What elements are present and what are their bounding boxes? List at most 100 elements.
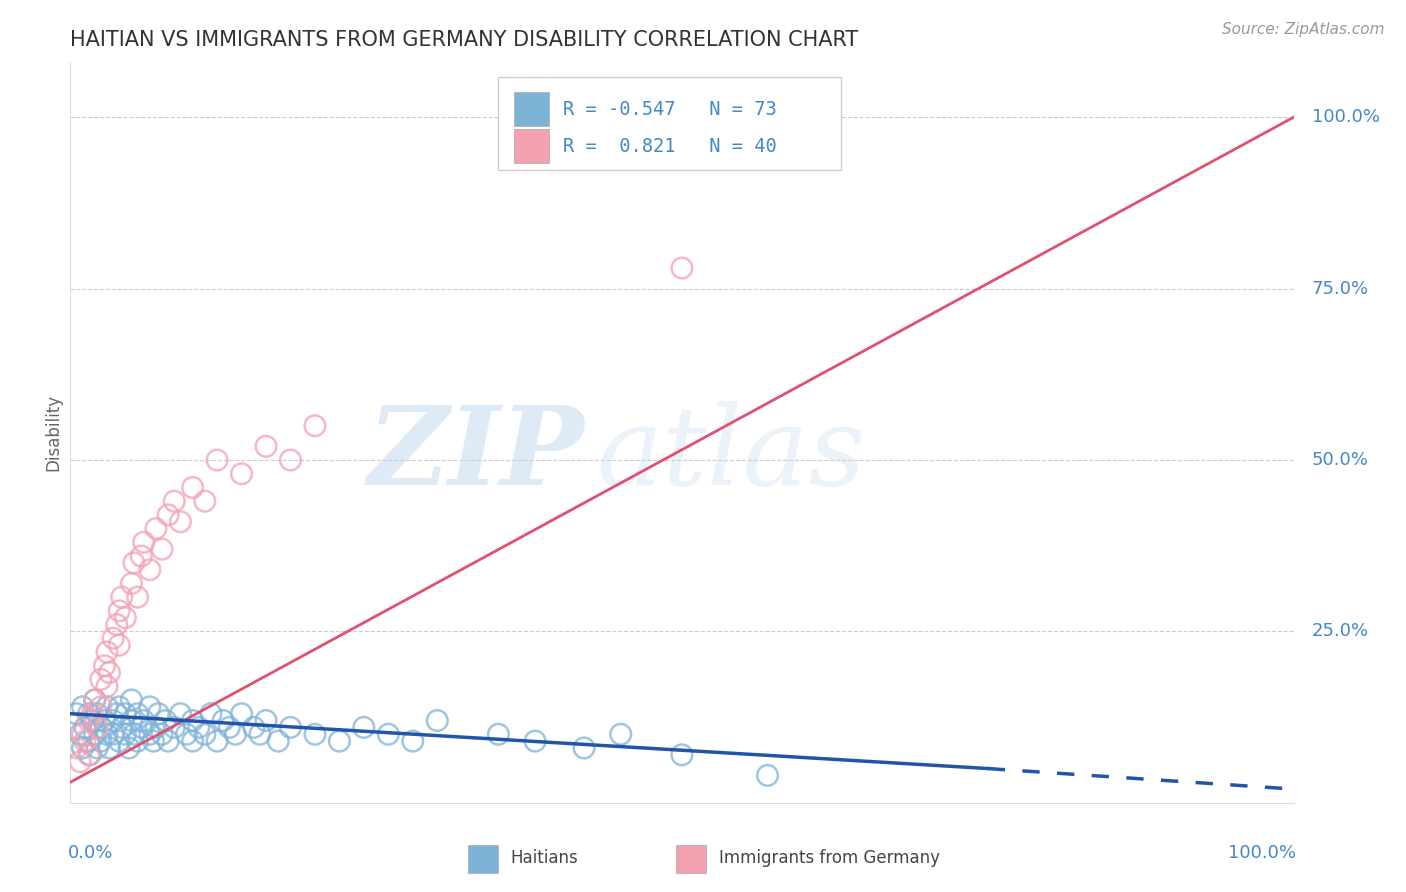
Point — [610, 727, 633, 741]
Point — [169, 706, 191, 721]
Point — [121, 693, 143, 707]
Point — [155, 714, 177, 728]
Y-axis label: Disability: Disability — [44, 394, 62, 471]
Point — [108, 734, 131, 748]
Point — [114, 706, 136, 721]
Point — [488, 727, 510, 741]
Point — [267, 734, 290, 748]
Point — [73, 734, 96, 748]
Text: R =  0.821   N = 40: R = 0.821 N = 40 — [564, 136, 778, 155]
Point — [86, 741, 108, 756]
Point — [304, 418, 326, 433]
FancyBboxPatch shape — [515, 93, 548, 126]
Point — [181, 734, 204, 748]
Point — [145, 720, 167, 734]
Point — [122, 727, 145, 741]
Point — [129, 549, 152, 563]
Text: Source: ZipAtlas.com: Source: ZipAtlas.com — [1222, 22, 1385, 37]
Text: Haitians: Haitians — [510, 849, 578, 867]
Point — [231, 706, 253, 721]
Point — [90, 699, 112, 714]
Point — [205, 734, 228, 748]
Point — [93, 714, 115, 728]
FancyBboxPatch shape — [468, 845, 499, 873]
Point — [254, 439, 277, 453]
Point — [231, 467, 253, 481]
Point — [142, 734, 165, 748]
Point — [98, 665, 121, 680]
Point — [163, 720, 186, 734]
Point — [572, 741, 595, 756]
Point — [72, 741, 94, 756]
Point — [671, 747, 693, 762]
Point — [194, 727, 217, 741]
Point — [243, 720, 266, 734]
Point — [524, 734, 547, 748]
Point — [77, 734, 100, 748]
Point — [139, 699, 162, 714]
Point — [280, 453, 302, 467]
Point — [90, 720, 112, 734]
Point — [129, 720, 152, 734]
Point — [132, 714, 155, 728]
FancyBboxPatch shape — [676, 845, 706, 873]
Point — [218, 720, 240, 734]
Point — [77, 714, 100, 728]
FancyBboxPatch shape — [499, 78, 841, 169]
Point — [86, 706, 108, 721]
Point — [163, 494, 186, 508]
Point — [122, 556, 145, 570]
Point — [96, 727, 118, 741]
Point — [96, 699, 118, 714]
Text: atlas: atlas — [596, 401, 866, 508]
Point — [139, 563, 162, 577]
Point — [101, 632, 124, 646]
Point — [254, 714, 277, 728]
Point — [224, 727, 246, 741]
Point — [72, 699, 94, 714]
Point — [121, 576, 143, 591]
Point — [176, 727, 198, 741]
Text: 0.0%: 0.0% — [67, 844, 114, 862]
Point — [157, 734, 180, 748]
Point — [69, 755, 91, 769]
Point — [145, 522, 167, 536]
Point — [83, 693, 105, 707]
Point — [139, 727, 162, 741]
Point — [353, 720, 375, 734]
Point — [181, 480, 204, 494]
Point — [108, 638, 131, 652]
Point — [671, 261, 693, 276]
Point — [93, 658, 115, 673]
Point — [132, 535, 155, 549]
Text: R = -0.547   N = 73: R = -0.547 N = 73 — [564, 100, 778, 119]
Point — [96, 679, 118, 693]
Text: 100.0%: 100.0% — [1227, 844, 1296, 862]
Text: HAITIAN VS IMMIGRANTS FROM GERMANY DISABILITY CORRELATION CHART: HAITIAN VS IMMIGRANTS FROM GERMANY DISAB… — [70, 29, 859, 50]
Point — [77, 706, 100, 721]
Point — [377, 727, 399, 741]
Point — [105, 617, 128, 632]
Point — [101, 727, 124, 741]
Point — [200, 706, 222, 721]
Point — [127, 590, 149, 604]
Text: Immigrants from Germany: Immigrants from Germany — [718, 849, 939, 867]
Point — [96, 645, 118, 659]
Point — [157, 508, 180, 522]
Point — [83, 727, 105, 741]
Point — [98, 741, 121, 756]
Point — [82, 706, 104, 721]
Point — [187, 720, 209, 734]
Point — [150, 727, 173, 741]
Point — [65, 706, 87, 721]
Text: 75.0%: 75.0% — [1312, 280, 1369, 298]
Point — [304, 727, 326, 741]
Point — [101, 714, 124, 728]
Point — [426, 714, 449, 728]
Point — [169, 515, 191, 529]
Point — [73, 720, 96, 734]
Point — [212, 714, 235, 728]
Point — [105, 706, 128, 721]
Text: 100.0%: 100.0% — [1312, 108, 1379, 127]
Point — [111, 720, 134, 734]
